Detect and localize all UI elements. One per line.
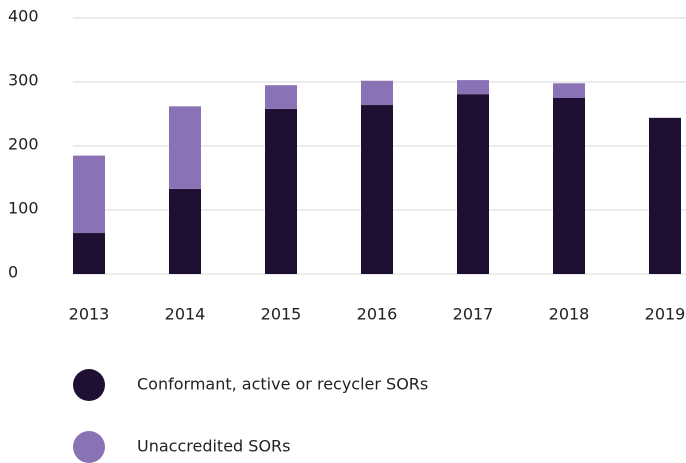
legend-swatch [73, 431, 105, 463]
bar-segment [265, 108, 297, 274]
bar-segment [457, 80, 489, 95]
bar-segment [265, 85, 297, 109]
bar-segment [73, 155, 105, 234]
bar-segment [73, 233, 105, 274]
bar-segment [361, 80, 393, 106]
y-tick-label: 300 [8, 71, 39, 90]
legend-label: Unaccredited SORs [137, 437, 290, 456]
bar-segment [169, 188, 201, 274]
legend-swatch [73, 369, 105, 401]
x-tick-label: 2016 [357, 305, 398, 324]
x-tick-label: 2017 [453, 305, 494, 324]
y-tick-label: 200 [8, 135, 39, 154]
x-tick-label: 2013 [69, 305, 110, 324]
x-tick-label: 2015 [261, 305, 302, 324]
y-tick-label: 100 [8, 199, 39, 218]
x-tick-label: 2014 [165, 305, 206, 324]
bar-segment [553, 98, 585, 274]
bar-segment [361, 105, 393, 274]
bar-segment [457, 94, 489, 274]
bar-segment [553, 83, 585, 98]
x-tick-label: 2018 [549, 305, 590, 324]
y-tick-label: 0 [8, 263, 18, 282]
x-tick-label: 2019 [645, 305, 686, 324]
bar-segment [649, 117, 681, 274]
y-tick-label: 400 [8, 7, 39, 26]
bar-segment [169, 106, 201, 189]
legend-label: Conformant, active or recycler SORs [137, 375, 428, 394]
